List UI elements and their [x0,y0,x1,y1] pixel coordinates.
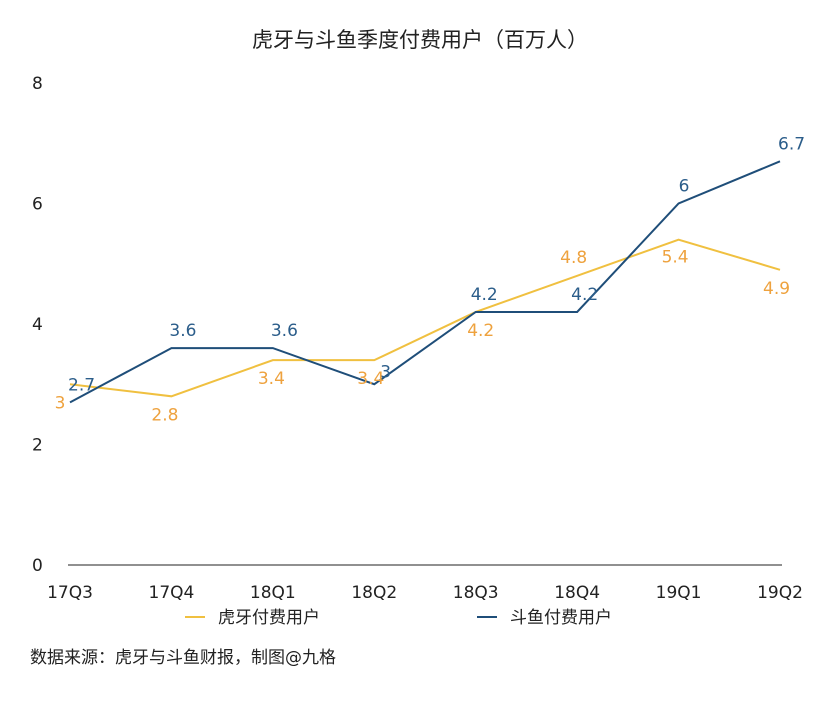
x-tick-label: 19Q2 [757,583,803,603]
data-label-huya: 3 [55,393,66,413]
series-lines [69,160,781,404]
data-label-douyu: 3.6 [169,321,196,341]
series-line-huya [69,238,781,398]
legend-label-douyu: 斗鱼付费用户 [510,608,612,628]
x-tick-label: 17Q4 [149,583,195,603]
chart-title: 虎牙与斗鱼季度付费用户（百万人） [252,28,588,52]
x-tick-label: 18Q3 [453,583,499,603]
y-tick-label: 0 [32,556,43,576]
data-label-douyu: 4.2 [471,285,498,305]
data-label-douyu: 6.7 [778,134,805,154]
data-label-huya: 3.4 [357,369,384,389]
data-label-huya: 4.9 [763,279,790,299]
series-line-douyu [69,160,781,404]
x-tick-label: 18Q4 [554,583,600,603]
legend-label-huya: 虎牙付费用户 [218,608,320,628]
data-labels: 3 2.8 3.4 3.4 4.2 4.8 5.4 4.9 2.7 3.6 3.6 3 4.2 4.2 6 6… [55,134,805,425]
data-label-huya: 2.8 [151,405,178,425]
data-label-douyu: 4.2 [571,285,598,305]
data-label-douyu: 2.7 [68,375,95,395]
y-tick-label: 6 [32,195,43,215]
y-tick-label: 4 [32,315,43,335]
x-tick-label: 19Q1 [656,583,702,603]
x-tick-label: 18Q2 [351,583,397,603]
x-tick-label: 17Q3 [47,583,93,603]
x-tick-label: 18Q1 [250,583,296,603]
data-label-douyu: 3 [380,362,391,382]
x-axis: 17Q3 17Q4 18Q1 18Q2 18Q3 18Q4 19Q1 19Q2 [47,583,803,603]
data-label-huya: 4.8 [560,248,587,268]
y-axis: 0 2 4 6 8 [32,74,43,576]
y-tick-label: 2 [32,436,43,456]
data-label-douyu: 3.6 [271,321,298,341]
data-label-huya: 3.4 [258,369,285,389]
legend: 虎牙付费用户 斗鱼付费用户 [185,608,612,628]
y-tick-label: 8 [32,74,43,94]
source-note: 数据来源：虎牙与斗鱼财报，制图@九格 [30,648,336,668]
data-label-douyu: 6 [679,177,690,197]
data-label-huya: 5.4 [662,248,689,268]
data-label-huya: 4.2 [467,321,494,341]
